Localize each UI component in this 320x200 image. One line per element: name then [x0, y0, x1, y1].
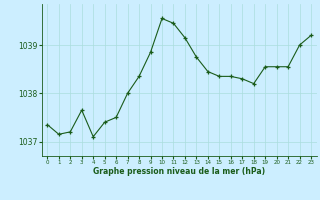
X-axis label: Graphe pression niveau de la mer (hPa): Graphe pression niveau de la mer (hPa) — [93, 167, 265, 176]
